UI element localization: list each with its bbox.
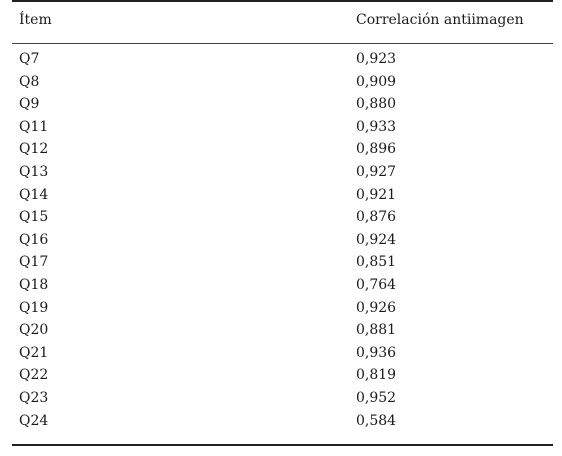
- table-row-item: Q16: [19, 232, 49, 248]
- table-row-item: Q24: [19, 413, 49, 429]
- table-bottom-rule: [12, 444, 553, 446]
- table-row-value: 0,819: [356, 367, 397, 383]
- table-row-value: 0,923: [356, 51, 397, 67]
- table-row-value: 0,764: [356, 277, 397, 293]
- table-row-value: 0,909: [356, 74, 397, 90]
- table-row-item: Q14: [19, 187, 49, 203]
- table-row-value: 0,936: [356, 345, 397, 361]
- table-row-value: 0,927: [356, 164, 397, 180]
- table-row-item: Q13: [19, 164, 49, 180]
- table-row-item: Q9: [19, 96, 40, 112]
- table-row-item: Q8: [19, 74, 40, 90]
- table-row-item: Q23: [19, 390, 49, 406]
- table-row-item: Q19: [19, 300, 49, 316]
- antiimage-correlation-table: Ítem Correlación antiimagen Q7 0,923 Q8 0,9…: [12, 0, 553, 447]
- table-row-item: Q12: [19, 141, 49, 157]
- table-row-item: Q20: [19, 322, 49, 338]
- table-row-item: Q7: [19, 51, 40, 67]
- column-header-item: Ítem: [19, 12, 52, 28]
- table-row-value: 0,584: [356, 413, 397, 429]
- table-row-item: Q18: [19, 277, 49, 293]
- header-rule: [12, 43, 553, 44]
- table-row-value: 0,881: [356, 322, 397, 338]
- table-row-value: 0,933: [356, 119, 397, 135]
- table-row-value: 0,921: [356, 187, 397, 203]
- table-top-rule: [12, 0, 553, 2]
- table-row-value: 0,851: [356, 254, 397, 270]
- table-row-item: Q17: [19, 254, 49, 270]
- table-row-value: 0,896: [356, 141, 397, 157]
- table-row-item: Q22: [19, 367, 49, 383]
- table-row-value: 0,952: [356, 390, 397, 406]
- table-row-item: Q21: [19, 345, 49, 361]
- table-row-item: Q11: [19, 119, 49, 135]
- table-row-value: 0,876: [356, 209, 397, 225]
- table-row-value: 0,926: [356, 300, 397, 316]
- table-row-item: Q15: [19, 209, 49, 225]
- column-header-correlation: Correlación antiimagen: [356, 12, 524, 28]
- table-row-value: 0,924: [356, 232, 397, 248]
- table-row-value: 0,880: [356, 96, 397, 112]
